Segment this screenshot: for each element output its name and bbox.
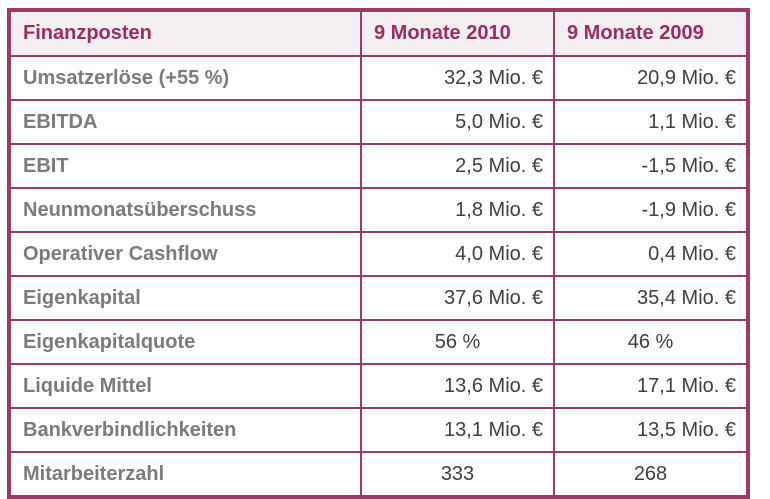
value-2010: 56 %	[360, 319, 555, 365]
value-2009: 13,5 Mio. €	[553, 407, 749, 453]
column-header-9-monate-2010: 9 Monate 2010	[360, 9, 555, 57]
value-2009: 0,4 Mio. €	[553, 231, 749, 277]
table-row-operativer-cashflow: Operativer Cashflow 4,0 Mio. € 0,4 Mio. …	[8, 231, 749, 277]
row-label: Liquide Mittel	[8, 363, 362, 409]
value-2010: 1,8 Mio. €	[360, 187, 555, 233]
value-2010: 2,5 Mio. €	[360, 143, 555, 189]
table-row-umsatzerloese: Umsatzerlöse (+55 %) 32,3 Mio. € 20,9 Mi…	[8, 55, 749, 101]
value-2009: 17,1 Mio. €	[553, 363, 749, 409]
value-2009: 35,4 Mio. €	[553, 275, 749, 321]
row-label: EBITDA	[8, 99, 362, 145]
table-row-eigenkapitalquote: Eigenkapitalquote 56 % 46 %	[8, 319, 749, 365]
row-label: Eigenkapital	[8, 275, 362, 321]
column-header-finanzposten: Finanzposten	[8, 9, 362, 57]
row-label: Operativer Cashflow	[8, 231, 362, 277]
value-2010: 13,1 Mio. €	[360, 407, 555, 453]
table-row-eigenkapital: Eigenkapital 37,6 Mio. € 35,4 Mio. €	[8, 275, 749, 321]
row-label: Eigenkapitalquote	[8, 319, 362, 365]
table-row-bankverbindlichkeiten: Bankverbindlichkeiten 13,1 Mio. € 13,5 M…	[8, 407, 749, 453]
value-2009: 20,9 Mio. €	[553, 55, 749, 101]
value-2009: 46 %	[553, 319, 749, 365]
value-2010: 37,6 Mio. €	[360, 275, 555, 321]
header-row: Finanzposten 9 Monate 2010 9 Monate 2009	[8, 9, 749, 57]
row-label: EBIT	[8, 143, 362, 189]
row-label: Bankverbindlichkeiten	[8, 407, 362, 453]
column-header-9-monate-2009: 9 Monate 2009	[553, 9, 749, 57]
value-2009: 268	[553, 451, 749, 498]
value-2010: 5,0 Mio. €	[360, 99, 555, 145]
value-2009: -1,9 Mio. €	[553, 187, 749, 233]
value-2010: 32,3 Mio. €	[360, 55, 555, 101]
table-row-ebit: EBIT 2,5 Mio. € -1,5 Mio. €	[8, 143, 749, 189]
table-row-neunmonatsueberschuss: Neunmonatsüberschuss 1,8 Mio. € -1,9 Mio…	[8, 187, 749, 233]
value-2009: 1,1 Mio. €	[553, 99, 749, 145]
row-label: Mitarbeiterzahl	[8, 451, 362, 498]
financial-table-container: Finanzposten 9 Monate 2010 9 Monate 2009…	[7, 8, 750, 499]
financial-table: Finanzposten 9 Monate 2010 9 Monate 2009…	[7, 8, 750, 499]
value-2010: 333	[360, 451, 555, 498]
value-2010: 13,6 Mio. €	[360, 363, 555, 409]
row-label: Umsatzerlöse (+55 %)	[8, 55, 362, 101]
value-2009: -1,5 Mio. €	[553, 143, 749, 189]
value-2010: 4,0 Mio. €	[360, 231, 555, 277]
table-row-mitarbeiterzahl: Mitarbeiterzahl 333 268	[8, 451, 749, 498]
table-row-ebitda: EBITDA 5,0 Mio. € 1,1 Mio. €	[8, 99, 749, 145]
row-label: Neunmonatsüberschuss	[8, 187, 362, 233]
table-row-liquide-mittel: Liquide Mittel 13,6 Mio. € 17,1 Mio. €	[8, 363, 749, 409]
